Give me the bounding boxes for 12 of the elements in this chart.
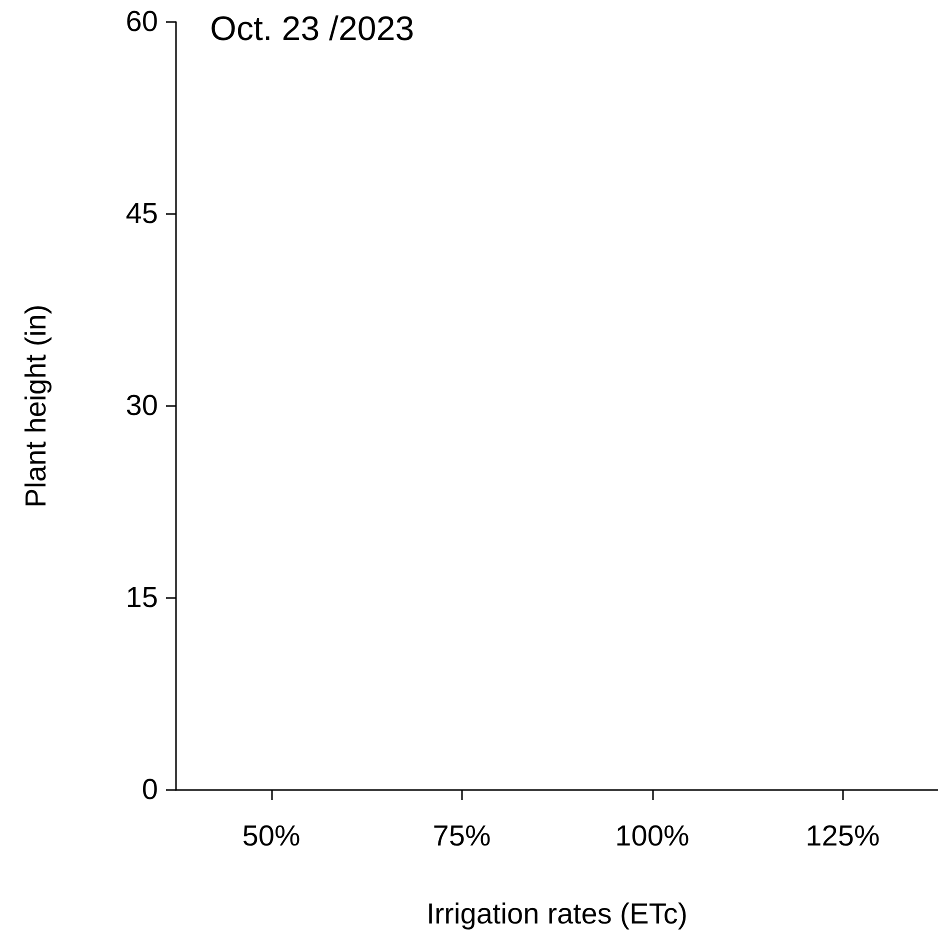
y-tick-label: 15: [126, 582, 158, 614]
x-tick-label: 125%: [806, 820, 880, 852]
y-axis-title: Plant height (in): [20, 304, 52, 508]
y-tick-label: 0: [142, 774, 158, 806]
y-tick-label: 60: [126, 6, 158, 38]
x-axis-title: Irrigation rates (ETc): [426, 898, 688, 930]
x-tick-label: 75%: [432, 820, 491, 852]
x-tick-label: 50%: [242, 820, 300, 852]
annotation: Oct. 23 /2023: [210, 10, 414, 48]
y-tick-label: 30: [126, 390, 158, 422]
y-tick-label: 45: [126, 198, 158, 230]
x-tick-label: 100%: [615, 820, 690, 852]
